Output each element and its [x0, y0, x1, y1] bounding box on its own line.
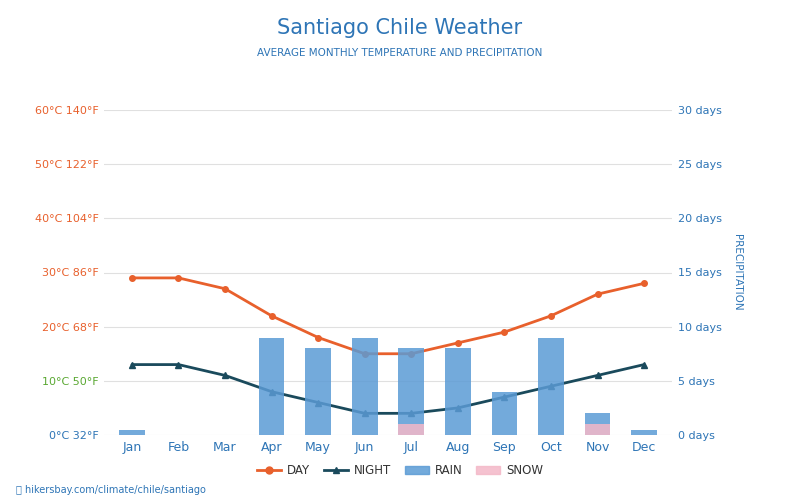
Bar [398, 424, 424, 435]
Bar [538, 338, 564, 435]
Bar [398, 348, 424, 435]
Bar [585, 424, 610, 435]
Bar [119, 430, 145, 435]
Bar [259, 338, 285, 435]
Legend: DAY, NIGHT, RAIN, SNOW: DAY, NIGHT, RAIN, SNOW [253, 459, 547, 481]
Bar [631, 430, 657, 435]
Bar [306, 348, 331, 435]
Text: Santiago Chile Weather: Santiago Chile Weather [278, 18, 522, 38]
Bar [352, 338, 378, 435]
Bar [491, 392, 517, 435]
Text: 📍 hikersbay.com/climate/chile/santiago: 📍 hikersbay.com/climate/chile/santiago [16, 485, 206, 495]
Bar [445, 348, 470, 435]
Text: AVERAGE MONTHLY TEMPERATURE AND PRECIPITATION: AVERAGE MONTHLY TEMPERATURE AND PRECIPIT… [258, 48, 542, 58]
Y-axis label: PRECIPITATION: PRECIPITATION [732, 234, 742, 311]
Bar [585, 414, 610, 435]
